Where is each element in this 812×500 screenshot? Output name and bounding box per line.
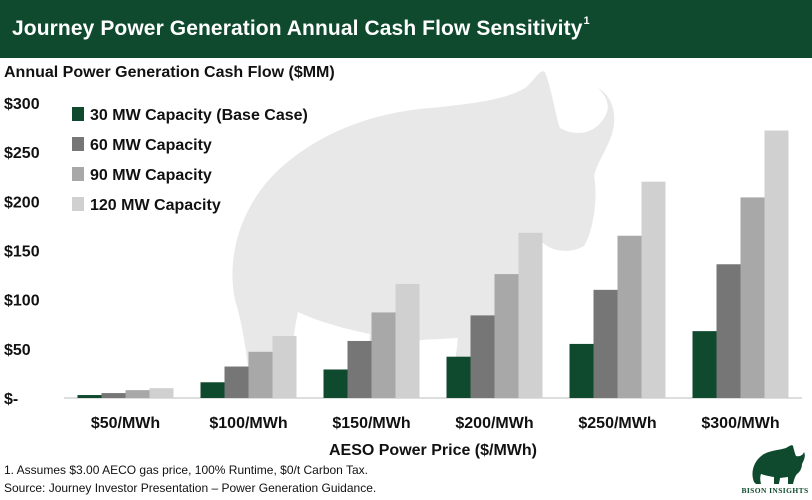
logo-text: BISON INSIGHTS xyxy=(741,486,809,495)
bar xyxy=(323,369,348,398)
bar xyxy=(593,289,618,398)
y-tick-label: $50 xyxy=(4,342,31,359)
legend-label: 120 MW Capacity xyxy=(90,197,221,214)
footnote-assumptions: 1. Assumes $3.00 AECO gas price, 100% Ru… xyxy=(4,463,368,477)
bar xyxy=(101,393,126,398)
page-title-text: Journey Power Generation Annual Cash Flo… xyxy=(12,17,583,40)
bison-icon xyxy=(752,445,805,484)
bar xyxy=(347,340,372,398)
bar xyxy=(272,336,297,398)
legend-swatch xyxy=(72,137,84,151)
cash-flow-chart: $- $50 $100 $150 $200 $250 $300 $50/MWh $100/MWh… xyxy=(4,71,802,459)
bison-insights-logo: BISON INSIGHTS xyxy=(740,444,810,498)
bar xyxy=(395,283,420,398)
y-tick-label: $- xyxy=(4,391,18,408)
title-bar: Journey Power Generation Annual Cash Flo… xyxy=(0,0,812,58)
y-tick-label: $200 xyxy=(4,194,40,211)
legend-label: 30 MW Capacity (Base Case) xyxy=(90,107,308,124)
x-tick-label: $300/MWh xyxy=(701,415,779,432)
legend-label: 90 MW Capacity xyxy=(90,167,212,184)
x-tick-label: $200/MWh xyxy=(455,415,533,432)
title-footnote-marker: 1 xyxy=(583,15,590,27)
bar xyxy=(518,232,543,398)
bar xyxy=(764,130,789,399)
bar xyxy=(617,235,642,398)
legend-swatch xyxy=(72,107,84,121)
x-tick-label: $150/MWh xyxy=(332,415,410,432)
bar xyxy=(641,181,666,398)
bar xyxy=(446,356,471,398)
bar xyxy=(224,366,249,398)
bar xyxy=(248,351,273,398)
x-tick-label: $50/MWh xyxy=(91,415,160,432)
y-tick-label: $100 xyxy=(4,293,40,310)
bar xyxy=(371,312,396,398)
footnote-source: Source: Journey Investor Presentation – … xyxy=(4,481,377,495)
x-tick-label: $100/MWh xyxy=(209,415,287,432)
bar xyxy=(125,390,150,398)
x-tick-label: $250/MWh xyxy=(578,415,656,432)
y-tick-label: $150 xyxy=(4,244,40,261)
chart-title: Annual Power Generation Cash Flow ($MM) xyxy=(4,64,335,81)
legend-swatch xyxy=(72,167,84,181)
bar xyxy=(149,388,174,398)
bar xyxy=(200,382,225,398)
page-title: Journey Power Generation Annual Cash Flo… xyxy=(12,15,590,41)
legend-label: 60 MW Capacity xyxy=(90,137,212,154)
bar xyxy=(716,264,741,398)
y-tick-label: $300 xyxy=(4,96,40,113)
legend-swatch xyxy=(72,197,84,211)
bar xyxy=(77,395,102,398)
bar xyxy=(494,274,519,398)
bar xyxy=(569,343,594,398)
x-axis-title: AESO Power Price ($/MWh) xyxy=(329,442,537,459)
bar xyxy=(740,197,765,398)
bar xyxy=(692,331,717,398)
y-tick-label: $250 xyxy=(4,145,40,162)
bar xyxy=(470,315,495,398)
